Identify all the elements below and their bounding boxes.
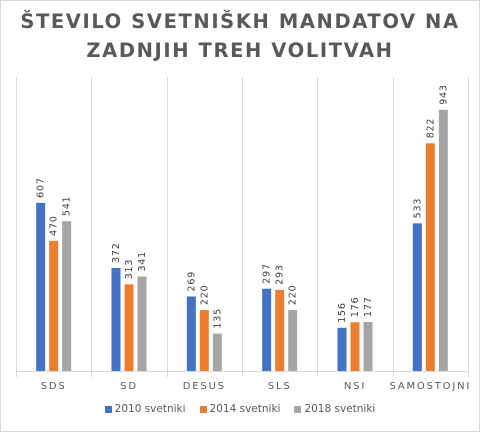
legend-swatch xyxy=(199,405,207,413)
legend-swatch xyxy=(294,405,302,413)
bar-sds-series-3 xyxy=(62,221,72,371)
bar-nsi-series-2 xyxy=(350,322,360,371)
chart-legend: 2010 svetniki 2014 svetniki 2018 svetniki xyxy=(1,403,479,415)
bar-nsi-series-3 xyxy=(363,321,373,371)
data-label: 269 xyxy=(186,271,197,292)
legend-label: 2018 svetniki xyxy=(304,403,376,415)
bar-samostojni-series-2 xyxy=(425,143,435,371)
legend-swatch xyxy=(104,405,112,413)
data-label: 176 xyxy=(350,297,361,318)
bar-sls-series-2 xyxy=(275,289,285,371)
data-label: 533 xyxy=(412,198,423,219)
bar-sds-series-1 xyxy=(36,202,46,371)
category-label: NSI xyxy=(344,381,366,392)
data-label: 135 xyxy=(212,308,223,329)
category-label: SLS xyxy=(268,381,292,392)
bar-desus-series-2 xyxy=(199,310,209,371)
legend-item: 2010 svetniki xyxy=(104,403,186,415)
bar-nsi-series-1 xyxy=(337,327,347,371)
data-label: 220 xyxy=(288,285,299,306)
chart-title: ŠTEVILO SVETNIŠKH MANDATOV NA ZADNJIH TR… xyxy=(1,7,479,65)
bar-sds-series-2 xyxy=(49,240,59,371)
category-label: SDS xyxy=(41,381,67,392)
data-label: 541 xyxy=(62,196,73,217)
bar-samostojni-series-1 xyxy=(412,223,422,371)
bar-sls-series-1 xyxy=(262,288,272,371)
chart-title-line-1: ŠTEVILO SVETNIŠKH MANDATOV NA xyxy=(20,10,460,33)
legend-label: 2010 svetniki xyxy=(114,403,186,415)
data-label: 293 xyxy=(275,264,286,285)
data-label: 156 xyxy=(337,302,348,323)
data-label: 297 xyxy=(262,263,273,284)
bar-sd-series-1 xyxy=(111,267,121,371)
bar-desus-series-3 xyxy=(212,333,222,371)
data-label: 470 xyxy=(49,215,60,236)
category-label: SAMOSTOJNI xyxy=(390,381,472,392)
data-label: 822 xyxy=(425,118,436,139)
legend-label: 2014 svetniki xyxy=(209,403,281,415)
legend-item: 2018 svetniki xyxy=(294,403,375,415)
bar-sls-series-3 xyxy=(288,310,298,371)
data-label: 341 xyxy=(137,251,148,272)
data-label: 943 xyxy=(438,84,449,105)
data-label: 313 xyxy=(124,259,135,280)
data-label: 177 xyxy=(363,296,374,317)
bar-samostojni-series-3 xyxy=(438,109,448,371)
category-label: DESUS xyxy=(183,381,226,392)
data-label: 220 xyxy=(199,285,210,306)
bar-sd-series-2 xyxy=(124,284,134,371)
bar-sd-series-3 xyxy=(137,276,147,371)
chart-title-line-2: ZADNJIH TREH VOLITVAH xyxy=(86,39,394,62)
data-label: 372 xyxy=(111,242,122,263)
legend-item: 2014 svetniki xyxy=(199,403,281,415)
data-label: 607 xyxy=(36,177,47,198)
category-label: SD xyxy=(120,381,138,392)
bar-desus-series-1 xyxy=(186,296,196,371)
